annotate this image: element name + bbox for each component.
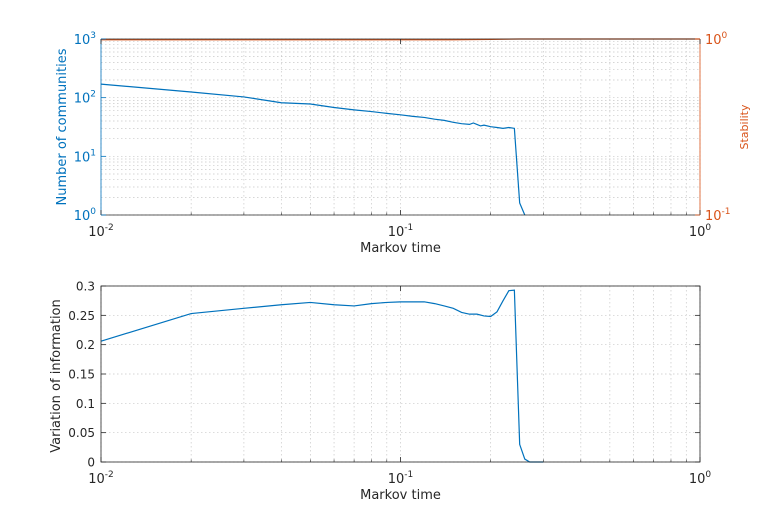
variation-series-line bbox=[100, 289, 544, 463]
tick-label-exponent: -2 bbox=[105, 223, 114, 233]
right-y-tick-label: 100 bbox=[705, 31, 728, 48]
x-tick-label: 10-2 bbox=[88, 223, 114, 240]
x-tick-label: 10-1 bbox=[388, 223, 414, 240]
tick-label-base: 10 bbox=[74, 92, 91, 107]
bottom-chart-panel: 10-2 10-1 10000.050.10.150.20.250.3Markov … bbox=[49, 280, 711, 504]
tick-label-base: 10 bbox=[689, 225, 706, 240]
y-tick-label: 0.1 bbox=[76, 397, 95, 411]
tick-label-exponent: -1 bbox=[404, 470, 413, 480]
left-y-tick-label: 100 bbox=[74, 207, 97, 224]
tick-label-exponent: 0 bbox=[705, 223, 711, 233]
x-tick-label: 100 bbox=[689, 470, 712, 487]
tick-label-base: 10 bbox=[388, 225, 405, 240]
right-y-tick-label: 10-1 bbox=[705, 207, 731, 224]
left-y-tick-label: 101 bbox=[74, 148, 96, 165]
tick-label-exponent: -1 bbox=[722, 207, 731, 217]
left-y-tick-label: 102 bbox=[74, 90, 96, 107]
tick-label-exponent: 0 bbox=[705, 470, 711, 480]
y-tick-label: 0.15 bbox=[68, 368, 95, 382]
x-tick-label: 100 bbox=[689, 223, 712, 240]
tick-label-base: 10 bbox=[689, 472, 706, 487]
tick-label-base: 10 bbox=[74, 209, 91, 224]
tick-label-exponent: -1 bbox=[404, 223, 413, 233]
y-tick-label: 0.25 bbox=[68, 309, 95, 323]
tick-label-exponent: 1 bbox=[90, 148, 96, 158]
x-axis-title: Markov time bbox=[360, 488, 441, 503]
tick-label-base: 10 bbox=[74, 150, 91, 165]
y-axis-title: Variation of information bbox=[49, 299, 64, 453]
tick-label-base: 10 bbox=[705, 33, 722, 48]
right-y-axis-title: Stability bbox=[738, 104, 751, 150]
tick-label-base: 10 bbox=[88, 472, 105, 487]
tick-label-exponent: 3 bbox=[90, 31, 96, 41]
x-tick-label: 10-1 bbox=[388, 470, 414, 487]
tick-label-exponent: 0 bbox=[90, 207, 96, 217]
left-y-axis-title: Number of communities bbox=[55, 48, 70, 205]
tick-label-base: 10 bbox=[74, 33, 91, 48]
tick-label-base: 10 bbox=[88, 225, 105, 240]
y-tick-label: 0.3 bbox=[76, 280, 95, 294]
tick-label-exponent: -2 bbox=[105, 470, 114, 480]
tick-label-base: 10 bbox=[388, 472, 405, 487]
tick-label-exponent: 2 bbox=[90, 90, 96, 100]
tick-label-exponent: 0 bbox=[722, 31, 728, 41]
y-tick-label: 0.2 bbox=[76, 338, 95, 352]
x-tick-label: 10-2 bbox=[88, 470, 114, 487]
communities-series-line bbox=[100, 83, 526, 216]
tick-label-base: 10 bbox=[705, 209, 722, 224]
y-tick-label: 0.05 bbox=[68, 426, 95, 440]
x-axis-title: Markov time bbox=[360, 241, 441, 256]
left-y-tick-label: 103 bbox=[74, 31, 96, 48]
y-tick-label: 0 bbox=[87, 456, 95, 470]
